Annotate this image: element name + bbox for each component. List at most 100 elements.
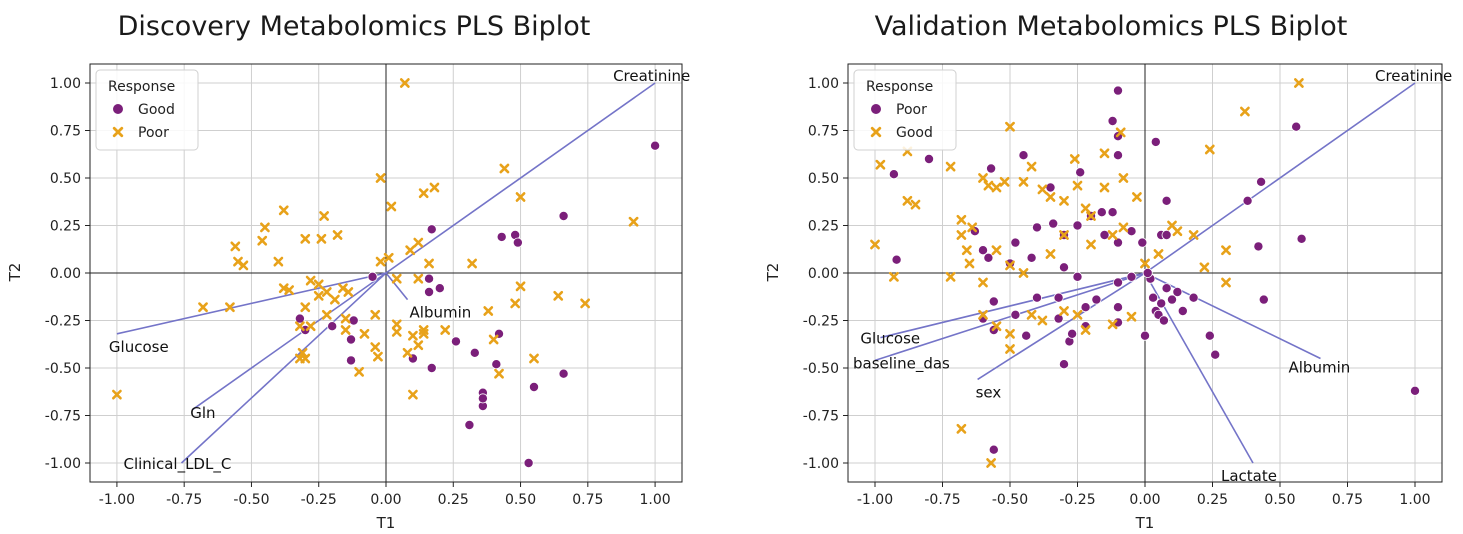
data-point-poor [494, 368, 504, 379]
data-point-poor [1032, 292, 1043, 303]
loading-label: Albumin [410, 304, 472, 322]
data-point-poor [313, 290, 324, 301]
legend-label: Poor [138, 125, 169, 141]
data-point-good [910, 199, 921, 210]
y-tick-label: -0.25 [803, 314, 839, 330]
data-point-poor [1204, 330, 1215, 341]
data-point-poor [391, 273, 402, 284]
legend-marker [113, 104, 123, 114]
data-point-good [956, 230, 967, 240]
data-point-poor [1107, 116, 1118, 127]
legend-label: Good [138, 102, 175, 118]
data-point-good [999, 176, 1010, 187]
data-point-poor [553, 290, 564, 301]
y-tick-label: 0.00 [808, 266, 839, 282]
data-point-good [1059, 230, 1069, 240]
data-point-poor [1177, 305, 1188, 316]
data-point-poor [402, 347, 413, 358]
plot-area: -1.00 -0.75 -0.50 -0.25 0.00 0.25 0.50 0.75 1.00… [803, 63, 1452, 508]
y-tick-label: 0.25 [808, 219, 839, 235]
data-point-good [1099, 148, 1110, 159]
data-point-poor [1113, 237, 1124, 248]
data-point-poor [1210, 349, 1221, 360]
loading-label: sex [976, 383, 1002, 401]
data-point-good [1018, 176, 1029, 187]
data-point-good [1086, 211, 1096, 221]
data-point-poor [300, 302, 311, 313]
loading-label: Glucose [109, 338, 169, 356]
data-point-poor [321, 287, 332, 297]
data-point-poor [1096, 207, 1107, 218]
y-tick-label: -0.75 [803, 409, 839, 425]
data-point-good [1018, 268, 1029, 278]
loading-vector [1144, 272, 1321, 360]
data-point-good [1005, 344, 1015, 354]
data-point-poor [1021, 330, 1032, 341]
data-point-poor [391, 327, 402, 337]
data-point-good [426, 362, 437, 373]
data-point-poor [1067, 328, 1078, 339]
data-point-poor [1161, 195, 1172, 206]
data-point-poor [300, 233, 311, 244]
loading-label: Lactate [1221, 467, 1277, 485]
data-point-good [991, 321, 1002, 332]
data-point-poor [294, 321, 305, 332]
y-tick-label: -0.75 [45, 409, 81, 425]
data-point-good [986, 458, 996, 468]
data-point-poor [529, 353, 539, 364]
data-point-poor [1142, 267, 1153, 278]
data-point-good [1115, 127, 1126, 138]
y-tick-label: 0.50 [50, 171, 81, 187]
data-point-good [945, 271, 956, 282]
plot-frame [89, 63, 683, 483]
y-axis-label: T2 [6, 263, 24, 283]
data-point-poor [978, 245, 989, 256]
x-axis-label: T1 [376, 514, 396, 532]
data-point-poor [294, 353, 305, 364]
data-point-good [902, 195, 913, 206]
data-point-poor [391, 319, 402, 330]
data-point-good [512, 237, 523, 248]
y-tick-label: 1.00 [50, 76, 81, 92]
y-tick-label: 1.00 [808, 76, 839, 92]
data-point-good [367, 271, 378, 282]
data-point-poor [1188, 292, 1199, 303]
data-point-poor [467, 258, 478, 269]
data-point-good [1240, 106, 1250, 117]
x-tick-label: 0.25 [1197, 492, 1228, 508]
loading-vector [880, 272, 1146, 339]
y-tick-label: 0.50 [808, 171, 839, 187]
data-point-good [1107, 230, 1118, 240]
data-point-poor [983, 252, 994, 263]
y-axis-label: T2 [764, 263, 782, 283]
data-point-poor [408, 389, 418, 400]
data-point-poor [1410, 385, 1421, 396]
data-point-poor [1167, 294, 1178, 305]
data-point-good [983, 180, 994, 191]
data-point-good [1140, 258, 1150, 269]
x-tick-label: 1.00 [1399, 492, 1430, 508]
data-point-good [1069, 154, 1080, 164]
data-point-good [1080, 203, 1091, 214]
data-point-good [1005, 260, 1015, 271]
data-point-good [978, 309, 988, 320]
data-point-poor [1161, 229, 1172, 240]
loading-vector [385, 82, 656, 274]
data-point-poor [329, 294, 340, 305]
data-point-poor [1258, 294, 1269, 305]
data-point-poor [319, 211, 330, 221]
data-point-poor [1126, 271, 1137, 282]
data-point-poor [1107, 207, 1118, 218]
data-point-poor [628, 216, 639, 227]
data-point-good [889, 271, 899, 282]
x-tick-label: -0.50 [992, 492, 1028, 508]
data-point-poor [297, 347, 308, 358]
data-point-poor [1113, 277, 1124, 288]
data-point-poor [413, 340, 424, 351]
data-point-poor [408, 330, 418, 341]
data-point-poor [260, 222, 270, 233]
data-point-poor [370, 342, 381, 352]
data-point-poor [1080, 302, 1091, 313]
y-tick-label: -0.50 [803, 361, 839, 377]
data-point-poor [1140, 330, 1151, 341]
